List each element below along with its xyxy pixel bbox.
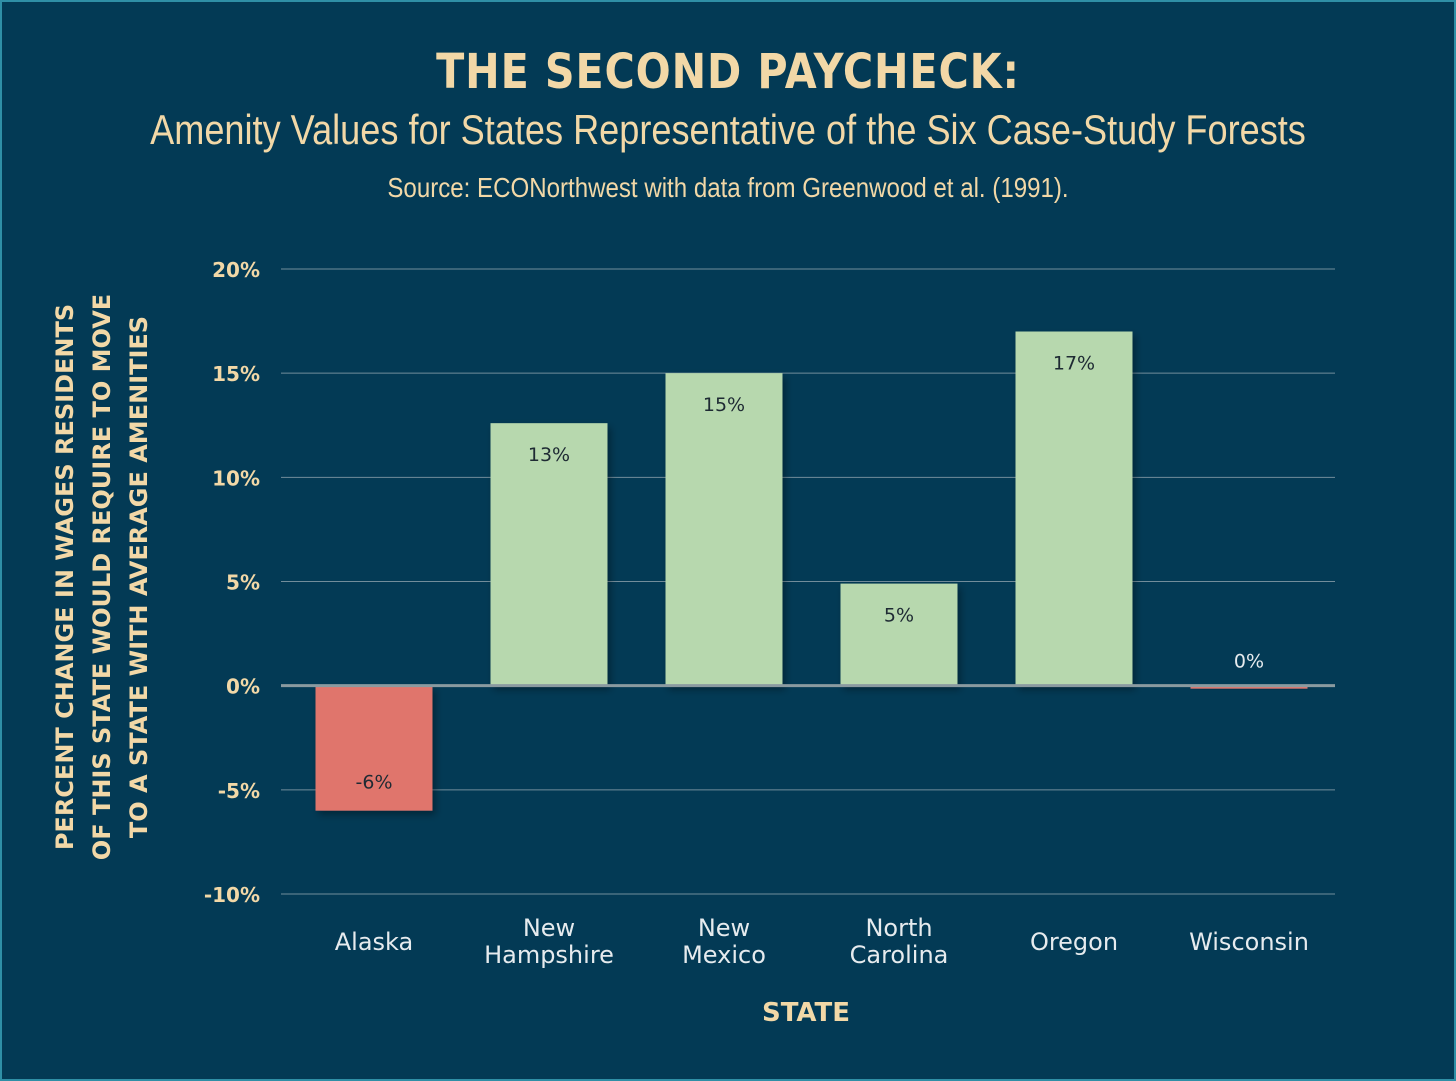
data-label: -6% bbox=[356, 772, 393, 794]
x-tick-label: Mexico bbox=[682, 941, 766, 969]
y-tick-labels: 20% 15% 10% 5% 0% -5% -10% bbox=[204, 258, 260, 907]
x-tick-label: Hampshire bbox=[484, 941, 614, 969]
y-axis-title: PERCENT CHANGE IN WAGES RESIDENTS OF THIS… bbox=[51, 294, 153, 860]
y-axis-title-line: OF THIS STATE WOULD REQUIRE TO MOVE bbox=[88, 294, 116, 860]
chart-title: THE SECOND PAYCHECK: bbox=[436, 44, 1020, 100]
x-axis-title: STATE bbox=[762, 998, 850, 1028]
bar bbox=[665, 373, 783, 686]
bar bbox=[490, 423, 608, 686]
x-tick-label: Carolina bbox=[850, 941, 949, 969]
x-tick-label: New bbox=[698, 914, 750, 942]
y-tick-label: -5% bbox=[218, 779, 260, 803]
y-tick-label: 5% bbox=[226, 571, 260, 595]
chart-source: Source: ECONorthwest with data from Gree… bbox=[387, 172, 1069, 203]
y-axis-title-line: TO A STATE WITH AVERAGE AMENITIES bbox=[125, 316, 153, 838]
y-tick-label: 0% bbox=[226, 675, 260, 699]
y-tick-label: 20% bbox=[212, 258, 260, 282]
x-tick-label: New bbox=[523, 914, 575, 942]
bar bbox=[315, 685, 433, 811]
y-tick-label: 10% bbox=[212, 466, 260, 490]
value-labels: -6% 13% 15% 5% 17% 0% bbox=[356, 353, 1265, 794]
data-label: 0% bbox=[1234, 651, 1264, 673]
y-tick-label: -10% bbox=[204, 883, 260, 907]
y-axis-title-line: PERCENT CHANGE IN WAGES RESIDENTS bbox=[51, 304, 79, 850]
bar bbox=[840, 583, 958, 686]
y-tick-label: 15% bbox=[212, 362, 260, 386]
x-tick-label: Wisconsin bbox=[1189, 928, 1309, 956]
data-label: 17% bbox=[1053, 353, 1095, 375]
x-tick-label: Oregon bbox=[1030, 928, 1118, 956]
x-category-labels: Alaska NewHampshireNewMexicoNorthCarolina… bbox=[335, 914, 1309, 969]
data-label: 5% bbox=[884, 605, 914, 627]
data-label: 13% bbox=[528, 444, 570, 466]
x-tick-label: North bbox=[865, 914, 932, 942]
data-label: 15% bbox=[703, 394, 745, 416]
gridlines bbox=[281, 268, 1335, 895]
chart-subtitle: Amenity Values for States Representative… bbox=[150, 106, 1306, 153]
bars bbox=[315, 331, 1308, 811]
bar bbox=[1015, 331, 1133, 686]
x-tick-label: Alaska bbox=[335, 928, 413, 956]
